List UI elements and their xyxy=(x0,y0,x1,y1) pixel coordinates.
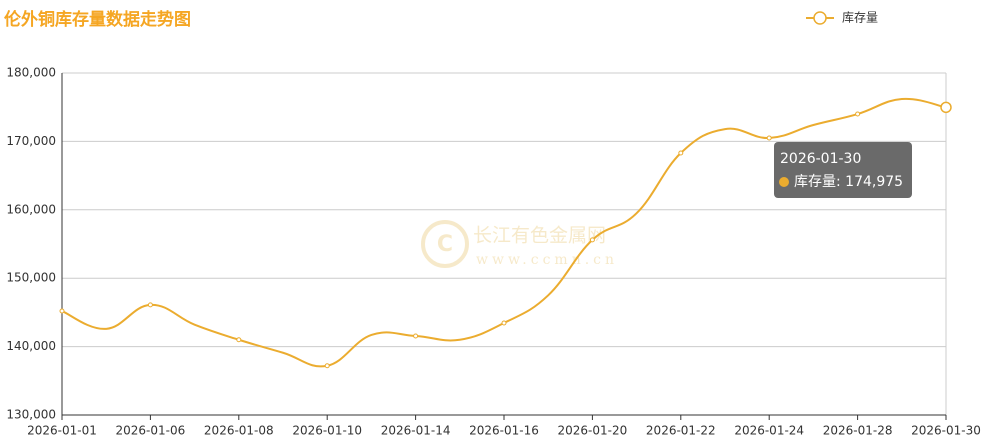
x-tick-label: 2026-01-10 xyxy=(292,424,362,438)
point xyxy=(855,111,861,117)
point xyxy=(236,337,242,343)
watermark-logo-text: C xyxy=(437,232,453,257)
x-tick-label: 2026-01-16 xyxy=(469,424,539,438)
x-tick-label: 2026-01-08 xyxy=(204,424,274,438)
x-tick-label: 2026-01-01 xyxy=(27,424,97,438)
y-tick-label: 170,000 xyxy=(6,134,56,148)
chart-title: 伦外铜库存量数据走势图 xyxy=(4,9,191,30)
tooltip: 2026-01-30 库存量: 174,975 xyxy=(774,142,912,198)
watermark-name: 长江有色金属网 xyxy=(473,225,606,247)
tooltip-dot xyxy=(779,177,789,187)
x-tick-label: 2026-01-22 xyxy=(646,424,716,438)
x-tick-label: 2026-01-30 xyxy=(911,424,981,438)
tooltip-label: 库存量: 174,975 xyxy=(794,174,903,190)
point xyxy=(940,101,952,114)
point xyxy=(324,363,330,369)
x-tick-label: 2026-01-20 xyxy=(558,424,628,438)
point xyxy=(589,237,595,243)
y-tick-label: 180,000 xyxy=(6,66,56,80)
y-tick-label: 140,000 xyxy=(6,339,56,353)
tooltip-title: 2026-01-30 xyxy=(780,151,861,167)
watermark-url: www.ccmn.cn xyxy=(476,252,618,268)
point xyxy=(413,333,419,339)
y-tick-label: 160,000 xyxy=(6,202,56,216)
y-tick-label: 150,000 xyxy=(6,271,56,285)
point xyxy=(59,308,65,314)
legend-label: 库存量 xyxy=(842,10,878,25)
point xyxy=(766,135,772,141)
x-tick-label: 2026-01-06 xyxy=(116,424,186,438)
x-tick-label: 2026-01-28 xyxy=(823,424,893,438)
point xyxy=(501,320,507,326)
tooltip-box xyxy=(774,142,912,198)
point xyxy=(147,302,153,308)
x-tick-label: 2026-01-14 xyxy=(381,424,451,438)
watermark-logo xyxy=(421,220,469,268)
y-tick-label: 130,000 xyxy=(6,408,56,422)
x-tick-label: 2026-01-24 xyxy=(734,424,804,438)
legend-marker xyxy=(813,11,827,25)
point xyxy=(678,150,684,156)
